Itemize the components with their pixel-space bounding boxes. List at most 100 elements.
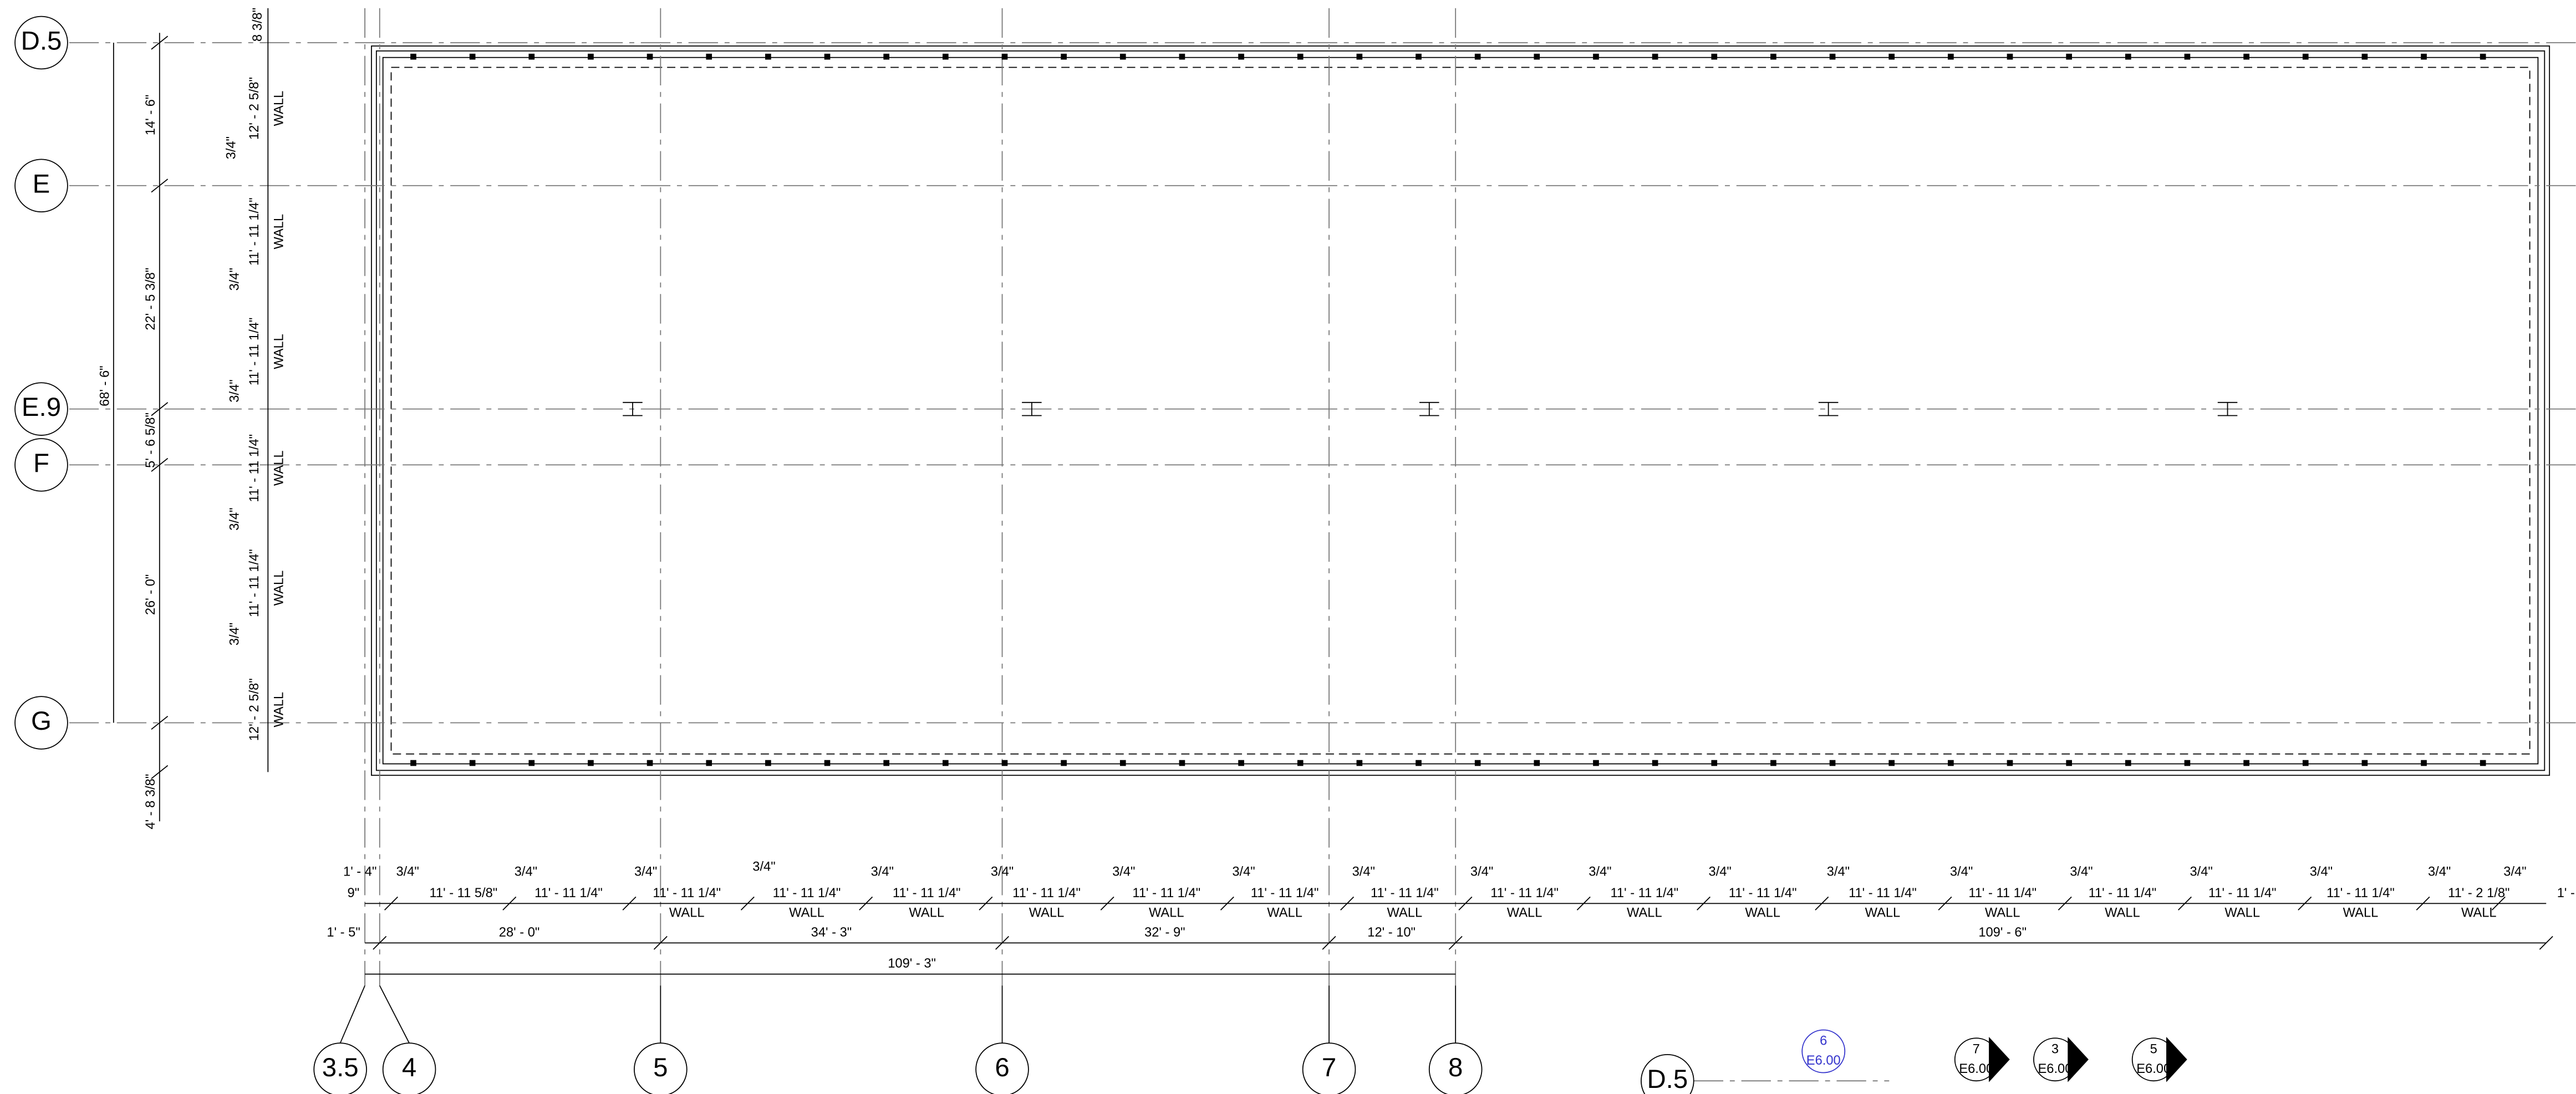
edge-dimension: 1' - (2557, 886, 2575, 900)
dim-tick (1220, 896, 1234, 910)
stud (2066, 53, 2072, 60)
stud (1829, 53, 1836, 60)
wall-tag: WALL (2343, 905, 2379, 920)
stud (588, 760, 594, 766)
section-number: 6 (1820, 1034, 1827, 1048)
stud (883, 760, 890, 766)
stud (1593, 53, 1599, 60)
grid-bubble (1302, 1042, 1356, 1094)
dim-tick (384, 896, 398, 910)
gap-dimension: 3/4" (991, 864, 1014, 879)
wall-dimension: 11' - 11 1/4" (653, 886, 721, 900)
wall-dimension: 11' - 11 1/4" (1012, 886, 1081, 900)
stud (1888, 53, 1895, 60)
dim-tick (2539, 935, 2553, 950)
wall-tag: WALL (1029, 905, 1065, 920)
wall-tag: WALL (1507, 905, 1542, 920)
grid-bubble (14, 382, 68, 436)
dim-tick (653, 935, 668, 950)
dimension-text: 3/4" (227, 507, 242, 530)
wall-dimension: 11' - 11 1/4" (534, 886, 603, 900)
bay-dimension: 32' - 9" (1144, 925, 1185, 940)
wall-tag: WALL (1745, 905, 1780, 920)
section-number: 5 (2150, 1042, 2157, 1056)
gap-dimension: 3/4" (1232, 864, 1255, 879)
beam-symbol (1022, 401, 1042, 416)
gap-dimension: 3/4" (2190, 864, 2212, 879)
wall-tag: WALL (1387, 905, 1423, 920)
dimension-text: 12' - 2 5/8" (247, 77, 262, 140)
dim-tick (2491, 896, 2506, 910)
wall-dimension: 11' - 11 1/4" (893, 886, 961, 900)
grid-label: 3.5 (322, 1053, 359, 1082)
dim-tick (1697, 896, 1710, 910)
bay-dimension: 34' - 3" (811, 925, 852, 940)
overall-dimension: 109' - 3" (888, 956, 936, 971)
stud (469, 760, 476, 766)
wall-dimension: 11' - 11 1/4" (1968, 886, 2037, 900)
stud (1652, 53, 1658, 60)
gap-dimension: 3/4" (1708, 864, 1731, 879)
dimension-text: 26' - 0" (144, 574, 158, 615)
wall-line (375, 50, 2546, 771)
dimension-text: 22' - 5 3/8" (144, 268, 158, 330)
stud (1356, 760, 1363, 766)
stud (1416, 760, 1422, 766)
gap-dimension: 3/4" (1827, 864, 1850, 879)
stud (2361, 760, 2368, 766)
gap-dimension: 3/4" (1470, 864, 1493, 879)
edge-dimension: 1' - 5" (327, 925, 360, 940)
dimension-text: 14' - 6" (144, 95, 158, 136)
dimension-text: 11' - 11 1/4" (247, 434, 262, 502)
stud (1119, 53, 1126, 60)
grid-bubble (975, 1042, 1029, 1094)
dim-tick (1340, 896, 1355, 910)
section-arrow (2166, 1037, 2187, 1082)
stud (2361, 53, 2368, 60)
grid-label: F (33, 449, 49, 478)
dimension-text: 5' - 6 5/8" (144, 413, 158, 468)
stud (2480, 760, 2486, 766)
stud (1297, 53, 1304, 60)
section-sheet: E6.00 (2038, 1062, 2073, 1076)
wall-dimension: 11' - 11 1/4" (1132, 886, 1200, 900)
stud (883, 53, 890, 60)
section-arrow (1989, 1037, 2010, 1082)
grid-label: E.9 (22, 393, 61, 422)
wall-dimension: 11' - 11 1/4" (1371, 886, 1439, 900)
grid-bubble (1428, 1042, 1483, 1094)
stud (2066, 760, 2072, 766)
grid-bubble (313, 1042, 367, 1094)
wall-tag: WALL (909, 905, 944, 920)
wall-tag: WALL (1985, 905, 2020, 920)
stud (646, 760, 653, 766)
dimension-text: 11' - 11 1/4" (247, 318, 262, 386)
grid-label: E (33, 169, 50, 199)
stud (1001, 53, 1008, 60)
stud (1416, 53, 1422, 60)
grid-label: G (31, 706, 52, 736)
dim-tick (1458, 896, 1473, 910)
wall-dimension: 11' - 11 1/4" (1729, 886, 1797, 900)
dimension-text: WALL (272, 91, 286, 126)
stud (1119, 760, 1126, 766)
stud (2184, 53, 2191, 60)
stud (1179, 760, 1185, 766)
dimension-text: 68' - 6" (98, 365, 112, 406)
stud (2421, 53, 2427, 60)
stud (2421, 760, 2427, 766)
gap-dimension: 3/4" (1112, 864, 1135, 879)
dimension-text: 3/4" (224, 136, 238, 159)
stud (942, 53, 949, 60)
dim-tick (151, 765, 169, 779)
stud (1061, 760, 1067, 766)
grid-bubble (14, 696, 68, 750)
grid-label: 4 (402, 1053, 416, 1082)
dim-tick (151, 402, 169, 416)
wall-dimension: 11' - 11 5/8" (430, 886, 498, 900)
wall-dimension: 11' - 11 1/4" (1251, 886, 1319, 900)
wall-dimension: 11' - 11 1/4" (773, 886, 841, 900)
stud (1711, 760, 1718, 766)
dimension-text: 4' - 8 3/8" (144, 774, 158, 830)
